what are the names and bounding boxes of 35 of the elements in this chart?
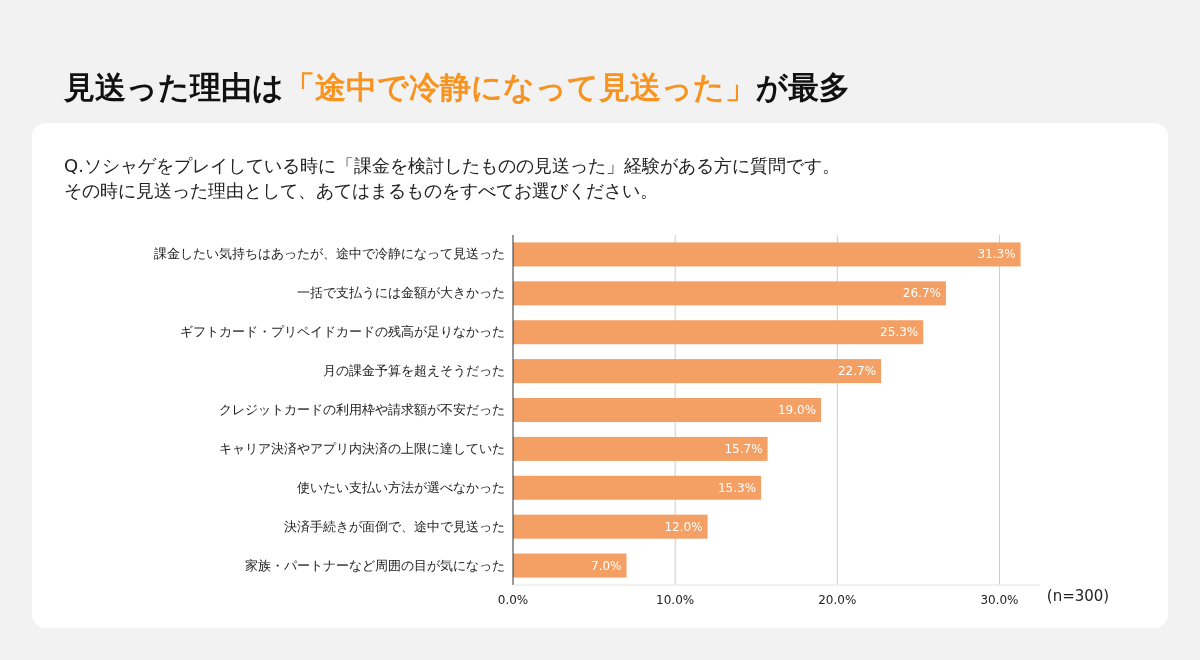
bar (513, 320, 924, 345)
text: その時に見送った理由として、あてはまるものをすべてお選びください。 (64, 180, 658, 201)
bar (513, 553, 627, 578)
y-tick-label: ギフトカード・プリペイドカードの残高が足りなかった (180, 324, 505, 340)
data-label: 19.0% (777, 403, 817, 417)
data-label: 31.3% (977, 247, 1016, 262)
chart-subtitle: Q.ソシャゲをプレイしている時に「課金を検討したものの見送った」経験がある方に質問です。 (64, 155, 840, 176)
bar (513, 281, 946, 306)
y-tick-label: 月の課金予算を超えそうだった (323, 363, 505, 379)
chart-title: 見送った理由は「途中で冷静になって見送った」が最多 (63, 69, 850, 105)
bar (513, 398, 822, 422)
data-label: 22.7% (837, 364, 877, 379)
text: (n=300) (1046, 587, 1110, 605)
bar (513, 436, 768, 461)
y-tick-label: 家族・パートナーなど周囲の目が気になった (245, 557, 505, 573)
bar (513, 475, 762, 500)
bar (513, 359, 882, 384)
x-tick-label: 0.0% (497, 593, 529, 607)
data-label: 7.0% (591, 558, 622, 573)
data-label: 15.3% (717, 480, 757, 495)
data-label: 25.3% (880, 325, 919, 340)
data-label: 15.7% (724, 441, 763, 456)
data-label: 26.7% (902, 286, 941, 301)
y-tick-label: 決済手続きが面倒で、途中で見送った (284, 518, 505, 534)
y-tick-label: キャリア決済やアプリ内決済の上限に達していた (219, 440, 505, 456)
x-tick-label: 20.0% (818, 593, 857, 607)
y-tick-label: 使いたい支払い方法が選べなかった (297, 479, 505, 495)
bar (513, 514, 708, 539)
data-label: 12.0% (664, 519, 703, 534)
y-tick-label: クレジットカードの利用枠や請求額が不安だった (219, 402, 505, 417)
y-tick-label: 一括で支払うには金額が大きかった (297, 285, 505, 301)
x-tick-label: 30.0% (980, 593, 1019, 607)
y-tick-label: 課金したい気持ちはあったが、途中で冷静になって見送った (154, 246, 505, 262)
x-tick-label: 10.0% (656, 593, 695, 607)
bar (513, 242, 1021, 267)
